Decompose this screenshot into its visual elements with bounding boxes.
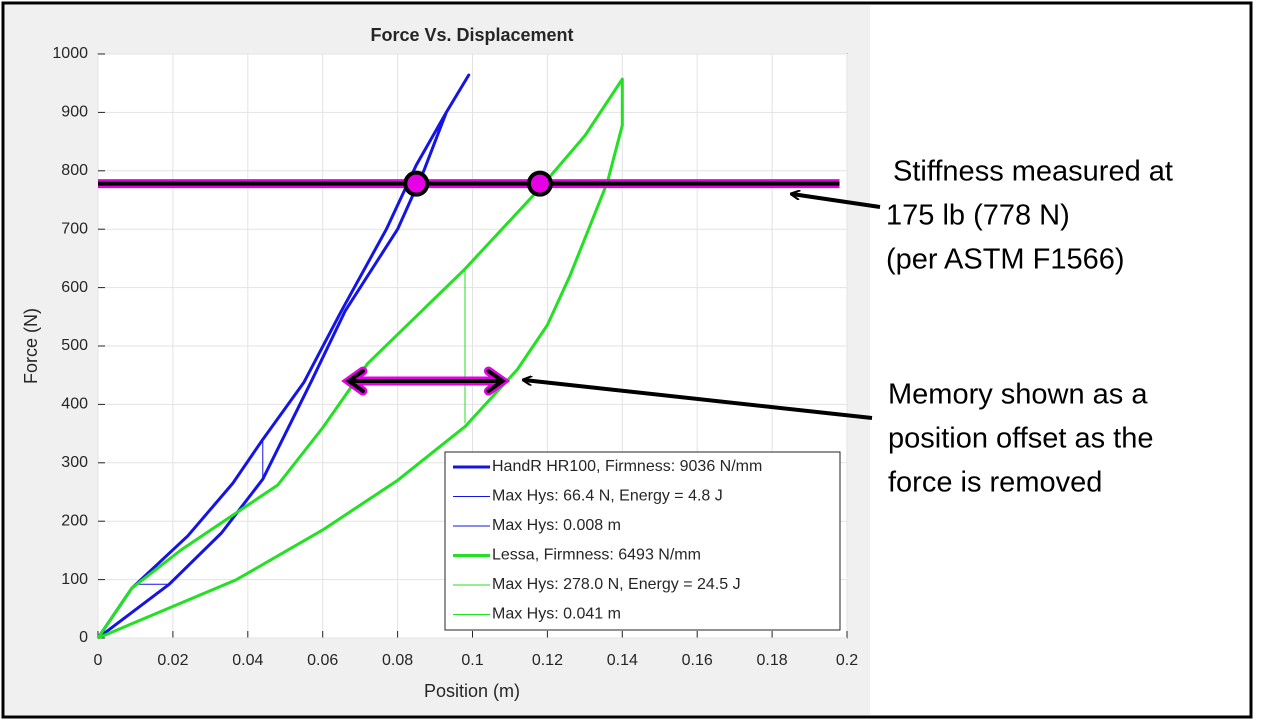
series-line: [96, 77, 624, 640]
annotation-text: Memory shown as a: [888, 379, 1148, 411]
y-tick-label: 500: [61, 337, 88, 354]
x-tick-label: 0.02: [157, 652, 188, 669]
y-tick-label: 800: [61, 162, 88, 179]
x-tick-label: 0.16: [682, 652, 713, 669]
x-tick-label: 0.18: [757, 652, 788, 669]
annotation-text: Stiffness measured at: [893, 156, 1173, 188]
series-line: [96, 73, 471, 640]
series: [96, 73, 840, 640]
legend: HandR HR100, Firmness: 9036 N/mm Max Hys:…: [444, 451, 841, 631]
highlight-point: [403, 170, 430, 197]
legend-label: Max Hys: 66.4 N, Energy = 4.8 J: [492, 488, 723, 505]
x-tick-label: 0.06: [307, 652, 338, 669]
annotation-arrow: [792, 194, 881, 209]
y-tick-label: 700: [61, 220, 88, 237]
legend-label: Max Hys: 0.008 m: [492, 517, 621, 534]
annotation-text: force is removed: [888, 467, 1102, 499]
annotation-text: (per ASTM F1566): [886, 244, 1125, 276]
x-tick-label: 0.04: [232, 652, 263, 669]
y-tick-label: 300: [61, 454, 88, 471]
y-tick-label: 1000: [52, 45, 88, 62]
legend-label: HandR HR100, Firmness: 9036 N/mm: [492, 458, 762, 475]
x-tick-label: 0.08: [382, 652, 413, 669]
y-tick-label: 600: [61, 279, 88, 296]
y-tick-label: 200: [61, 512, 88, 529]
annotation-arrow: [524, 380, 873, 420]
x-axis-label: Position (m): [424, 681, 520, 701]
annotations: Stiffness measured at 175 lb (778 N) (per …: [886, 156, 1173, 499]
legend-label: Max Hys: 278.0 N, Energy = 24.5 J: [492, 576, 741, 593]
annotation-text: position offset as the: [888, 423, 1153, 455]
y-tick-label: 0: [79, 629, 88, 646]
annotation-text: 175 lb (778 N): [886, 200, 1070, 232]
y-tick-label: 900: [61, 104, 88, 121]
legend-label: Lessa, Firmness: 6493 N/mm: [492, 547, 701, 564]
span-arrow: [345, 369, 506, 394]
chart-title: Force Vs. Displacement: [370, 25, 573, 45]
y-tick-label: 100: [61, 571, 88, 588]
x-tick-label: 0.14: [607, 652, 638, 669]
highlight-point: [526, 170, 553, 197]
x-tick-label: 0.1: [461, 652, 483, 669]
y-axis-label: Force (N): [21, 308, 41, 384]
legend-box: [444, 451, 841, 631]
x-tick-label: 0: [94, 652, 103, 669]
x-tick-label: 0.12: [532, 652, 563, 669]
legend-label: Max Hys: 0.041 m: [492, 606, 621, 623]
x-tick-label: 0.2: [836, 652, 858, 669]
y-tick-label: 400: [61, 396, 88, 413]
